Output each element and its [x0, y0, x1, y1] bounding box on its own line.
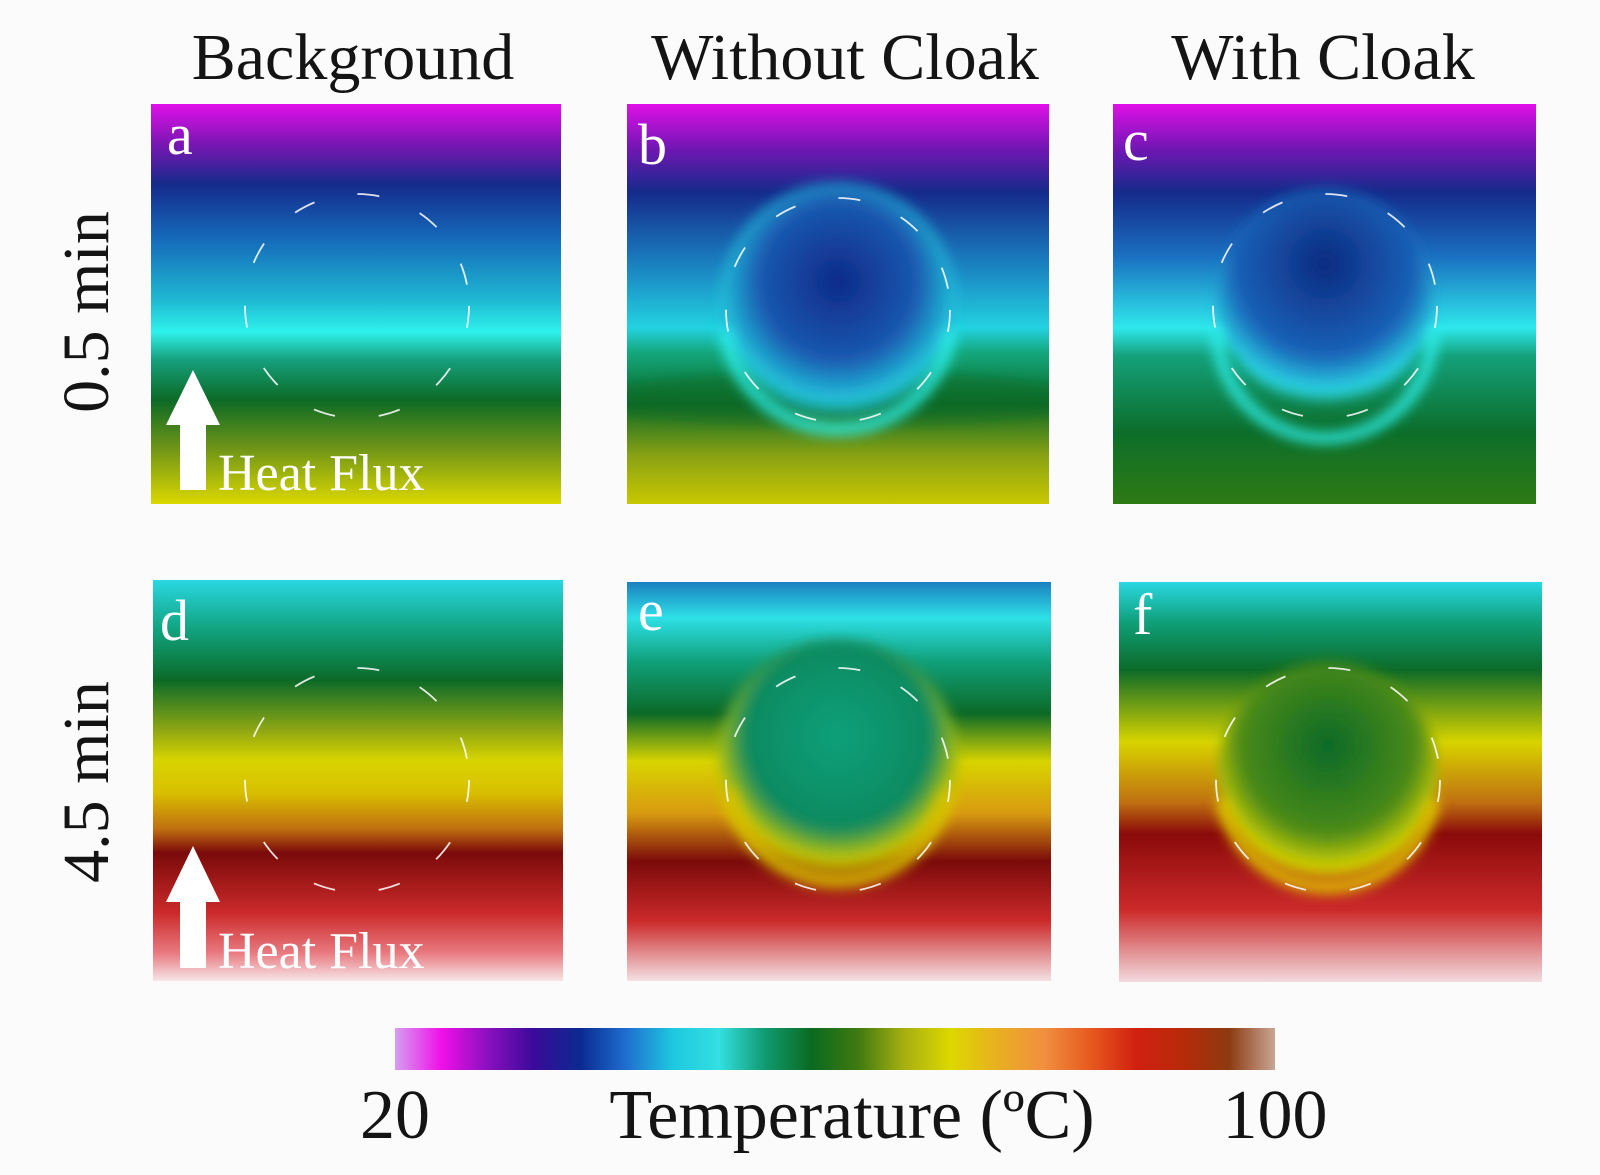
panel-label-c: c [1123, 108, 1149, 173]
column-header-with-cloak: With Cloak [1171, 21, 1474, 94]
panel-label-d: d [160, 588, 189, 653]
heat-flux-label: Heat Flux [218, 445, 425, 502]
panel-label-e: e [638, 578, 664, 643]
panel-a: Heat Flux a [151, 102, 561, 504]
panel-c: c [1113, 104, 1536, 504]
colorbar-title: Temperature (ºC) [609, 1077, 1094, 1154]
obstacle-outline [244, 193, 470, 419]
panel-label-f: f [1133, 582, 1153, 647]
panel-d: Heat Flux d [153, 580, 563, 981]
obstacle-outline [725, 667, 951, 893]
column-header-background: Background [192, 21, 515, 94]
panel-e: e [627, 578, 1051, 981]
row-label-0-5-min: 0.5 min [50, 211, 123, 413]
panel-b: b [627, 104, 1049, 504]
colorbar-min-label: 20 [360, 1077, 430, 1154]
panel-label-a: a [167, 102, 193, 167]
obstacle-outline [244, 667, 470, 893]
obstacle-outline [725, 197, 951, 423]
heat-flux-arrow [166, 370, 220, 490]
panel-label-b: b [638, 112, 667, 177]
heat-flux-label: Heat Flux [218, 923, 425, 980]
row-label-4-5-min: 4.5 min [50, 681, 123, 883]
temperature-colorbar [395, 1028, 1275, 1070]
column-header-without-cloak: Without Cloak [651, 21, 1039, 94]
heat-flux-arrow [166, 846, 220, 968]
obstacle-outline [1215, 667, 1441, 893]
obstacle-outline [1212, 193, 1438, 419]
colorbar-max-label: 100 [1223, 1077, 1328, 1154]
panel-f: f [1119, 582, 1542, 982]
